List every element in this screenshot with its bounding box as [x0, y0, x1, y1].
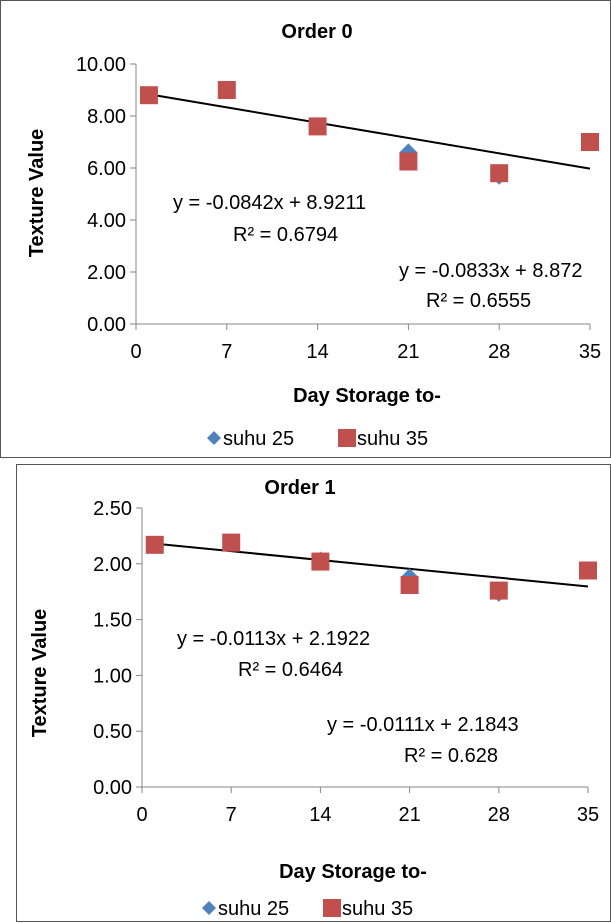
y-tick-label: 2.50	[93, 498, 132, 520]
data-point-suhu-35	[308, 117, 327, 136]
x-tick-label: 14	[306, 341, 328, 363]
equation-suhu-25: y = -0.0113x + 2.1922	[177, 628, 370, 650]
y-axis-title: Texture Value	[29, 609, 51, 738]
legend-label-suhu-35: suhu 35	[357, 428, 428, 450]
x-tick-label: 21	[398, 804, 420, 826]
data-point-suhu-35	[311, 552, 330, 571]
legend-marker-suhu-25	[207, 431, 221, 445]
data-point-suhu-35	[222, 533, 241, 552]
x-tick-label: 0	[130, 341, 141, 363]
x-tick-label: 14	[309, 804, 331, 826]
x-tick-label: 7	[221, 341, 232, 363]
y-tick-label: 8.00	[87, 106, 126, 128]
data-point-suhu-35	[399, 152, 418, 171]
y-tick-label: 0.50	[93, 721, 132, 743]
data-point-suhu-35	[581, 133, 599, 151]
y-axis-title: Texture Value	[26, 129, 48, 258]
r-squared-suhu-35: R² = 0.628	[404, 745, 498, 767]
y-tick-label: 0.00	[93, 777, 132, 799]
chart-panel-order-1: Order 1 Texture Value Day Storage to- 0.…	[16, 464, 611, 922]
data-point-suhu-35	[145, 535, 164, 554]
legend-label-suhu-35: suhu 35	[342, 898, 413, 920]
legend-label-suhu-25: suhu 25	[223, 428, 294, 450]
equation-suhu-35: y = -0.0833x + 8.872	[399, 260, 582, 282]
y-tick-label: 2.00	[87, 262, 126, 284]
y-tick-label: 6.00	[87, 158, 126, 180]
x-tick-label: 0	[136, 804, 147, 826]
chart-panel-order-0: Order 0 Texture Value Day Storage to- 0.…	[0, 0, 611, 458]
y-tick-label: 0.00	[87, 314, 126, 336]
x-tick-label: 28	[488, 804, 510, 826]
legend-marker-suhu-35	[338, 429, 356, 447]
x-tick-label: 35	[577, 804, 599, 826]
legend: suhu 25 suhu 35	[202, 898, 413, 920]
x-axis-title: Day Storage to-	[293, 385, 441, 407]
r-squared-suhu-35: R² = 0.6555	[426, 290, 531, 312]
y-tick-label: 4.00	[87, 210, 126, 232]
data-point-suhu-35	[400, 576, 419, 595]
chart-title: Order 1	[264, 477, 335, 499]
legend-label-suhu-25: suhu 25	[218, 898, 289, 920]
x-tick-label: 21	[397, 341, 419, 363]
data-point-suhu-35	[489, 581, 508, 600]
legend-marker-suhu-35	[323, 899, 341, 917]
r-squared-suhu-25: R² = 0.6464	[238, 659, 343, 681]
equation-suhu-35: y = -0.0111x + 2.1843	[327, 714, 519, 736]
chart-svg-order-1: Order 1 Texture Value Day Storage to- 0.…	[29, 477, 599, 920]
x-tick-label: 35	[579, 341, 601, 363]
y-tick-label: 1.00	[93, 665, 132, 687]
chart-svg-order-0: Order 0 Texture Value Day Storage to- 0.…	[26, 21, 601, 450]
chart-title: Order 0	[281, 21, 352, 43]
data-point-suhu-35	[579, 561, 597, 580]
y-tick-label: 1.50	[93, 610, 132, 632]
trendline	[148, 93, 591, 170]
data-point-suhu-35	[217, 81, 236, 99]
y-tick-label: 10.00	[76, 54, 126, 76]
trendline	[154, 542, 589, 588]
x-tick-label: 7	[226, 804, 237, 826]
data-point-suhu-35	[490, 164, 509, 183]
r-squared-suhu-25: R² = 0.6794	[233, 224, 338, 246]
data-point-suhu-35	[139, 86, 158, 105]
x-tick-label: 28	[488, 341, 510, 363]
equation-suhu-25: y = -0.0842x + 8.9211	[173, 192, 366, 214]
y-tick-label: 2.00	[93, 554, 132, 576]
legend: suhu 25 suhu 35	[207, 428, 428, 450]
legend-marker-suhu-25	[202, 901, 216, 915]
x-axis-title: Day Storage to-	[279, 861, 427, 883]
